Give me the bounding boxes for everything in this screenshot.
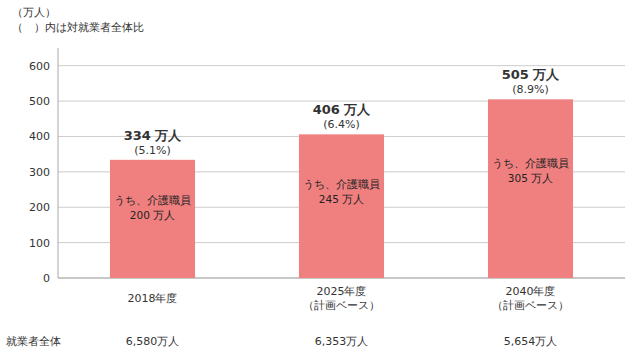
all-workers-value: 6,580万人 — [126, 335, 180, 348]
data-label: 406 万人 — [313, 102, 372, 117]
care-worker-label: うち、介護職員305 万人 — [492, 157, 569, 184]
y-tick-label: 100 — [29, 237, 50, 250]
y-tick-label: 400 — [29, 130, 50, 143]
percentage-label: (5.1%) — [134, 144, 171, 157]
bars — [110, 99, 573, 278]
data-label: 334 万人 — [124, 128, 183, 143]
bar — [110, 160, 195, 278]
grid-line — [58, 65, 625, 66]
percentage-label: (8.9%) — [512, 83, 549, 96]
data-label: 505 万人 — [502, 67, 561, 82]
bar — [488, 99, 573, 278]
note: （ ）内は対就業者全体比 — [12, 21, 144, 34]
y-tick-label: 500 — [29, 95, 50, 108]
x-tick-label: 2018年度 — [128, 292, 178, 305]
care-worker-label: うち、介護職員245 万人 — [303, 178, 380, 205]
labels: 334 万人(5.1%) うち、介護職員200 万人 406 万人(6.4%) うち、… — [114, 67, 569, 220]
x-tick-label: 2040年度（計画ベース） — [492, 285, 569, 312]
chart: （万人） （ ）内は対就業者全体比 0 100 200 300 400 500 600 334 万… — [0, 0, 640, 356]
y-tick-label: 300 — [29, 166, 50, 179]
y-axis-label: （万人） — [12, 6, 56, 19]
y-axis-line — [58, 48, 59, 278]
all-workers-value: 6,353万人 — [315, 335, 369, 348]
percentage-label: (6.4%) — [323, 118, 360, 131]
care-worker-label: うち、介護職員200 万人 — [114, 194, 191, 221]
grid — [58, 66, 625, 278]
bar — [299, 134, 384, 278]
x-tick-label: 2025年度（計画ベース） — [303, 285, 380, 312]
all-workers-value: 5,654万人 — [504, 335, 558, 348]
y-tick-label: 0 — [43, 272, 50, 285]
all-workers-label: 就業者全体 — [6, 335, 61, 348]
y-tick-label: 600 — [29, 60, 50, 73]
y-tick-label: 200 — [29, 201, 50, 214]
